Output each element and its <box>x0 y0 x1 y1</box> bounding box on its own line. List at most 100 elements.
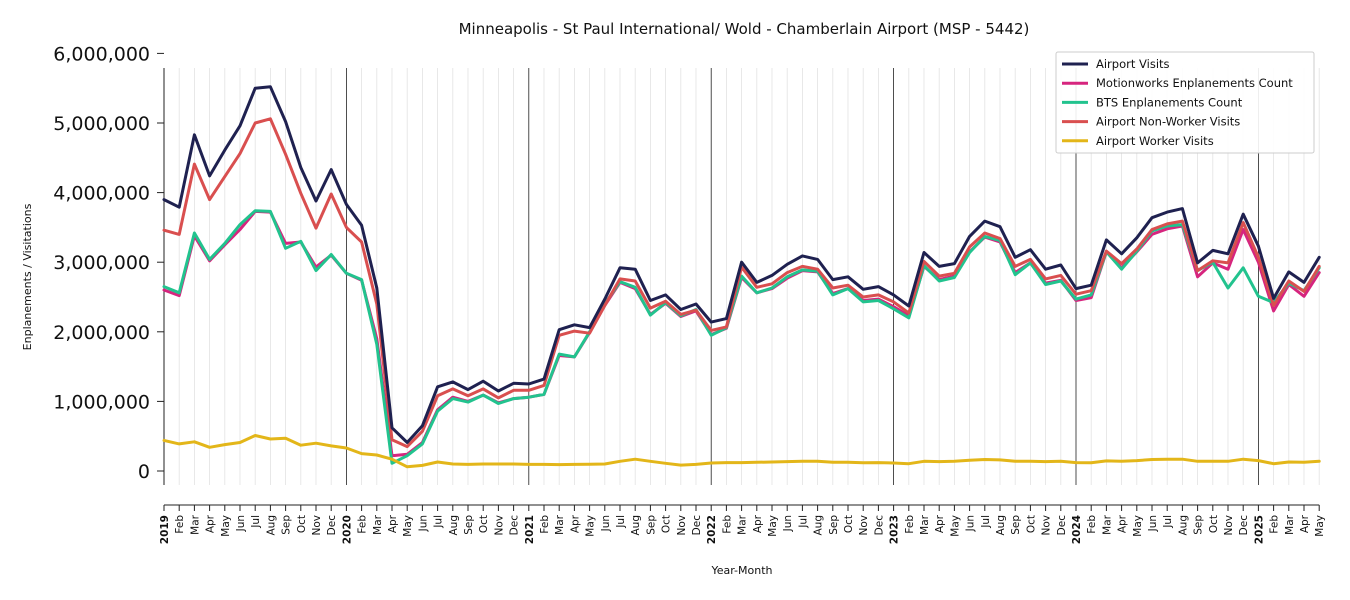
x-tick-label: Dec <box>1238 515 1250 536</box>
x-tick-label: Jul <box>250 515 262 529</box>
x-tick-label: Dec <box>326 515 338 536</box>
x-tick-label: Dec <box>1056 515 1068 536</box>
x-tick-label: Jun <box>417 515 429 532</box>
x-tick-label: Mar <box>737 514 749 534</box>
series-layer <box>162 85 1321 469</box>
x-tick-label: Oct <box>843 515 855 533</box>
y-tick-label: 1,000,000 <box>53 391 150 413</box>
y-tick-label: 6,000,000 <box>53 43 150 65</box>
x-tick-label: 2024 <box>1071 515 1083 544</box>
legend: Airport Visits Motionworks Enplanements C… <box>1055 51 1315 154</box>
x-tick-label: May <box>220 515 232 537</box>
x-tick-label: Dec <box>509 515 521 536</box>
x-tick-label: 2023 <box>889 515 901 544</box>
x-tick-label: Sep <box>645 515 657 535</box>
legend-label-motionworks-enplanements-count: Motionworks Enplanements Count <box>1096 76 1293 90</box>
x-tick-label: Mar <box>1284 514 1296 534</box>
x-tick-label: Jun <box>782 515 794 532</box>
x-tick-label: Apr <box>934 514 946 533</box>
x-tick-label: Jun <box>1147 515 1159 532</box>
x-tick-label: Sep <box>463 515 475 535</box>
x-tick-label: 2020 <box>341 515 353 544</box>
series-line-airport-visits <box>162 85 1321 444</box>
x-tick-label: Feb <box>1269 515 1281 534</box>
x-tick-label: Jul <box>433 515 445 529</box>
x-tick-label: Mar <box>919 514 931 534</box>
x-tick-label: Nov <box>493 515 505 536</box>
x-tick-label: Apr <box>569 514 581 533</box>
x-tick-label: Feb <box>721 515 733 534</box>
x-tick-label: Sep <box>281 515 293 535</box>
legend-label-airport-worker-visits: Airport Worker Visits <box>1096 134 1214 148</box>
x-tick-label: Dec <box>691 515 703 536</box>
x-tick-label: Oct <box>661 515 673 533</box>
x-axis-label: Year-Month <box>710 564 772 577</box>
x-tick-label: Apr <box>205 514 217 533</box>
legend-label-airport-non-worker-visits: Airport Non-Worker Visits <box>1096 115 1240 129</box>
x-tick-label: Nov <box>1041 515 1053 536</box>
x-tick-label: May <box>1132 515 1144 537</box>
x-tick-label: Nov <box>1223 515 1235 536</box>
x-tick-label: Nov <box>311 515 323 536</box>
x-tick-label: Nov <box>676 515 688 536</box>
x-tick-label: 2019 <box>159 515 171 544</box>
y-tick-label: 3,000,000 <box>53 252 150 274</box>
y-axis-label: Enplanements / Visitations <box>21 203 34 350</box>
axes-layer: 0 1,000,000 2,000,000 3,000,000 4,000,000 5,0… <box>53 43 1326 544</box>
x-tick-label: Feb <box>357 515 369 534</box>
x-tick-label: Oct <box>1208 515 1220 533</box>
x-tick-label: Jun <box>965 515 977 532</box>
x-tick-label: Aug <box>265 515 277 536</box>
x-tick-label: Apr <box>752 514 764 533</box>
x-tick-label: Apr <box>1299 514 1311 533</box>
x-tick-label: Jun <box>235 515 247 532</box>
series-line-airport-worker-visits <box>162 434 1321 469</box>
x-tick-label: Mar <box>372 514 384 534</box>
x-tick-label: Feb <box>1086 515 1098 534</box>
x-tick-label: Aug <box>630 515 642 536</box>
x-tick-label: Oct <box>1025 515 1037 533</box>
x-tick-label: Nov <box>858 515 870 536</box>
x-tick-label: Jul <box>797 515 809 529</box>
x-tick-label: Mar <box>1101 514 1113 534</box>
y-tick-label: 5,000,000 <box>53 113 150 135</box>
x-tick-label: Jul <box>1162 515 1174 529</box>
x-tick-label: Sep <box>1010 515 1022 535</box>
x-tick-label: Jul <box>980 515 992 529</box>
x-tick-label: 2021 <box>524 515 536 544</box>
x-tick-label: Oct <box>296 515 308 533</box>
series-line-bts-enplanements-count <box>162 209 1321 465</box>
y-tick-label: 2,000,000 <box>53 322 150 344</box>
x-tick-label: Aug <box>995 515 1007 536</box>
legend-label-airport-visits: Airport Visits <box>1096 57 1170 71</box>
legend-label-bts-enplanements-count: BTS Enplanements Count <box>1096 95 1243 109</box>
chart-title: Minneapolis - St Paul International/ Wol… <box>459 20 1030 38</box>
x-tick-label: Sep <box>1193 515 1205 535</box>
x-tick-label: Apr <box>1117 514 1129 533</box>
x-tick-label: May <box>1314 515 1326 537</box>
x-tick-label: Jun <box>600 515 612 532</box>
x-tick-label: 2025 <box>1253 515 1265 544</box>
x-tick-label: Mar <box>189 514 201 534</box>
x-tick-label: May <box>767 515 779 537</box>
x-tick-label: Aug <box>1177 515 1189 536</box>
x-tick-label: May <box>585 515 597 537</box>
legend-box <box>1055 51 1315 154</box>
x-tick-label: Jul <box>615 515 627 529</box>
x-tick-label: Feb <box>539 515 551 534</box>
x-tick-label: Mar <box>554 514 566 534</box>
y-tick-label: 4,000,000 <box>53 183 150 205</box>
x-tick-label: Feb <box>904 515 916 534</box>
x-tick-label: May <box>949 515 961 537</box>
x-tick-label: Aug <box>448 515 460 536</box>
x-tick-label: 2022 <box>706 515 718 544</box>
y-tick-label: 0 <box>138 461 150 483</box>
x-tick-label: Dec <box>873 515 885 536</box>
x-tick-label: Sep <box>828 515 840 535</box>
x-tick-label: Aug <box>813 515 825 536</box>
x-tick-label: Apr <box>387 514 399 533</box>
x-tick-label: Feb <box>174 515 186 534</box>
x-tick-label: Oct <box>478 515 490 533</box>
x-tick-label: May <box>402 515 414 537</box>
